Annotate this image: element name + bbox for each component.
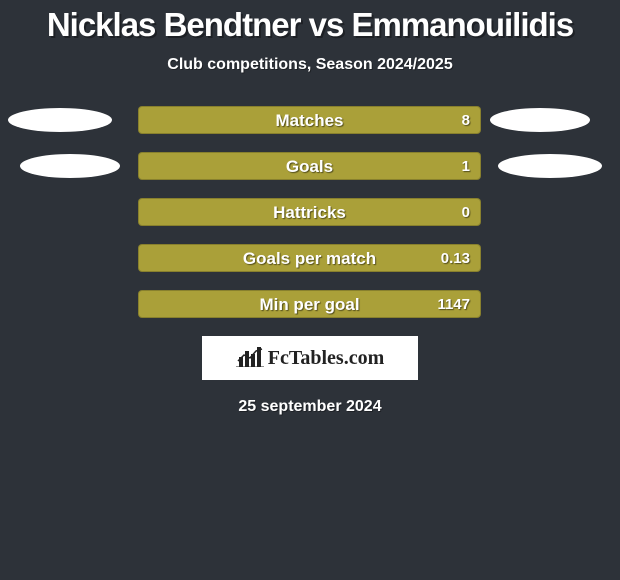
stat-row: Hattricks 0 (0, 198, 620, 226)
stat-bar: Matches 8 (138, 106, 481, 134)
stat-value: 1147 (437, 291, 470, 317)
page-title: Nicklas Bendtner vs Emmanouilidis (0, 6, 620, 44)
stat-bar: Goals 1 (138, 152, 481, 180)
stat-bar: Min per goal 1147 (138, 290, 481, 318)
stat-label: Goals per match (139, 245, 480, 271)
date-line: 25 september 2024 (0, 398, 620, 416)
bars-icon (236, 345, 264, 372)
stat-bar: Hattricks 0 (138, 198, 481, 226)
logo-box: FcTables.com (202, 336, 418, 380)
right-ellipse (498, 154, 602, 178)
stat-rows: Matches 8 Goals 1 Hattricks 0 Goals per … (0, 106, 620, 318)
stat-value: 0.13 (441, 245, 470, 271)
chart-container: Nicklas Bendtner vs Emmanouilidis Club c… (0, 6, 620, 580)
logo-text: FcTables.com (268, 347, 384, 370)
stat-row: Goals 1 (0, 152, 620, 180)
stat-label: Goals (139, 153, 480, 179)
stat-label: Matches (139, 107, 480, 133)
stat-value: 1 (462, 153, 470, 179)
stat-row: Matches 8 (0, 106, 620, 134)
stat-row: Min per goal 1147 (0, 290, 620, 318)
stat-value: 0 (462, 199, 470, 225)
stat-label: Min per goal (139, 291, 480, 317)
left-ellipse (8, 108, 112, 132)
right-ellipse (490, 108, 590, 132)
page-subtitle: Club competitions, Season 2024/2025 (0, 56, 620, 74)
stat-row: Goals per match 0.13 (0, 244, 620, 272)
stat-label: Hattricks (139, 199, 480, 225)
stat-bar: Goals per match 0.13 (138, 244, 481, 272)
left-ellipse (20, 154, 120, 178)
stat-value: 8 (462, 107, 470, 133)
